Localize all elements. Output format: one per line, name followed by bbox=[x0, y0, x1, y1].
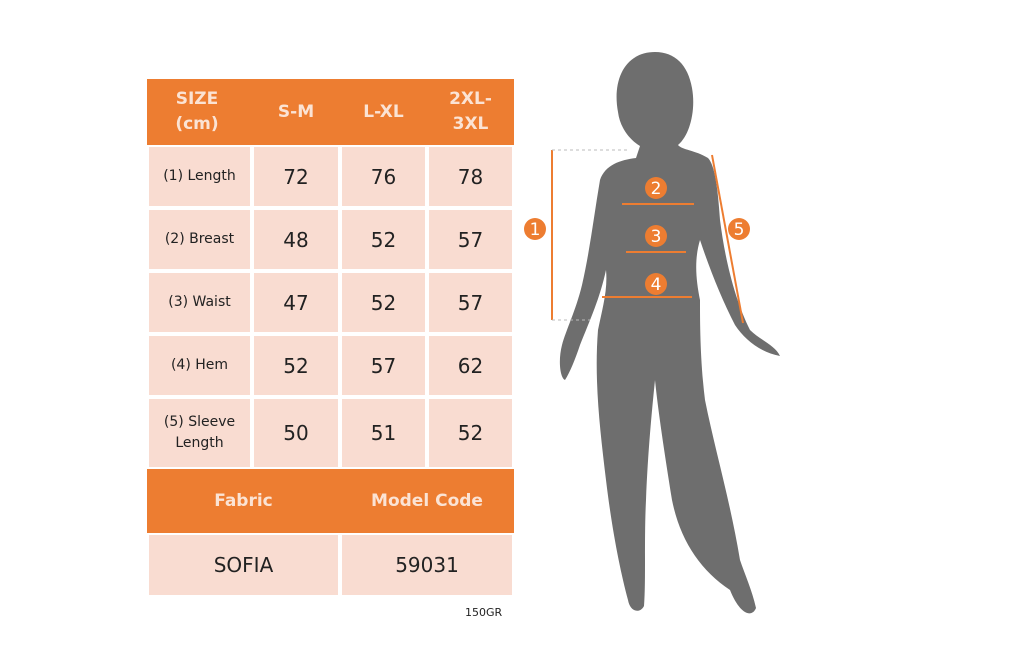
row-label: (4) Hem bbox=[147, 334, 252, 397]
size-value-cell: 76 bbox=[340, 145, 427, 208]
row-label: (5) Sleeve Length bbox=[147, 397, 252, 469]
column-header: 2XL-3XL bbox=[449, 89, 492, 134]
fabric-header: Fabric bbox=[214, 490, 273, 511]
size-value-cell: 51 bbox=[340, 397, 427, 469]
marker-number: 4 bbox=[651, 275, 662, 295]
column-header: S-M bbox=[277, 101, 315, 122]
size-value-cell: 57 bbox=[340, 334, 427, 397]
marker-circle bbox=[645, 177, 667, 199]
sleeve-arrow bbox=[711, 154, 744, 324]
marker-number: 5 bbox=[734, 220, 745, 240]
column-header: SIZE (cm) bbox=[175, 89, 219, 134]
column-header: L-XL bbox=[363, 101, 404, 122]
size-value-cell: 72 bbox=[252, 145, 340, 208]
size-value-cell: 57 bbox=[427, 271, 514, 334]
body-silhouette-figure: 1 2 3 4 5 bbox=[524, 52, 780, 614]
row-label: (1) Length bbox=[147, 145, 252, 208]
size-value-cell: 48 bbox=[252, 208, 340, 271]
size-value-cell: 52 bbox=[252, 334, 340, 397]
size-value-cell: 52 bbox=[340, 271, 427, 334]
row-label: (2) Breast bbox=[147, 208, 252, 271]
size-value-cell: 52 bbox=[427, 397, 514, 469]
fabric-value: SOFIA bbox=[147, 533, 340, 597]
size-value-cell: 52 bbox=[340, 208, 427, 271]
marker-circle bbox=[728, 218, 750, 240]
marker-number: 2 bbox=[651, 179, 662, 199]
marker-number: 3 bbox=[651, 227, 662, 247]
size-table: SIZE (cm) S-M L-XL 2XL-3XL (1) Length 72 76 78 (… bbox=[147, 79, 514, 597]
size-value-cell: 50 bbox=[252, 397, 340, 469]
marker-number: 1 bbox=[530, 220, 541, 240]
size-value-cell: 47 bbox=[252, 271, 340, 334]
size-value-cell: 78 bbox=[427, 145, 514, 208]
marker-circle bbox=[645, 225, 667, 247]
size-value-cell: 62 bbox=[427, 334, 514, 397]
row-label: (3) Waist bbox=[147, 271, 252, 334]
marker-circle bbox=[645, 273, 667, 295]
model-code-value: 59031 bbox=[340, 533, 514, 597]
marker-circle bbox=[524, 218, 546, 240]
silhouette-icon bbox=[559, 52, 780, 614]
model-code-header: Model Code bbox=[371, 490, 483, 511]
size-value-cell: 57 bbox=[427, 208, 514, 271]
fabric-weight-note: 150GR bbox=[465, 606, 503, 619]
